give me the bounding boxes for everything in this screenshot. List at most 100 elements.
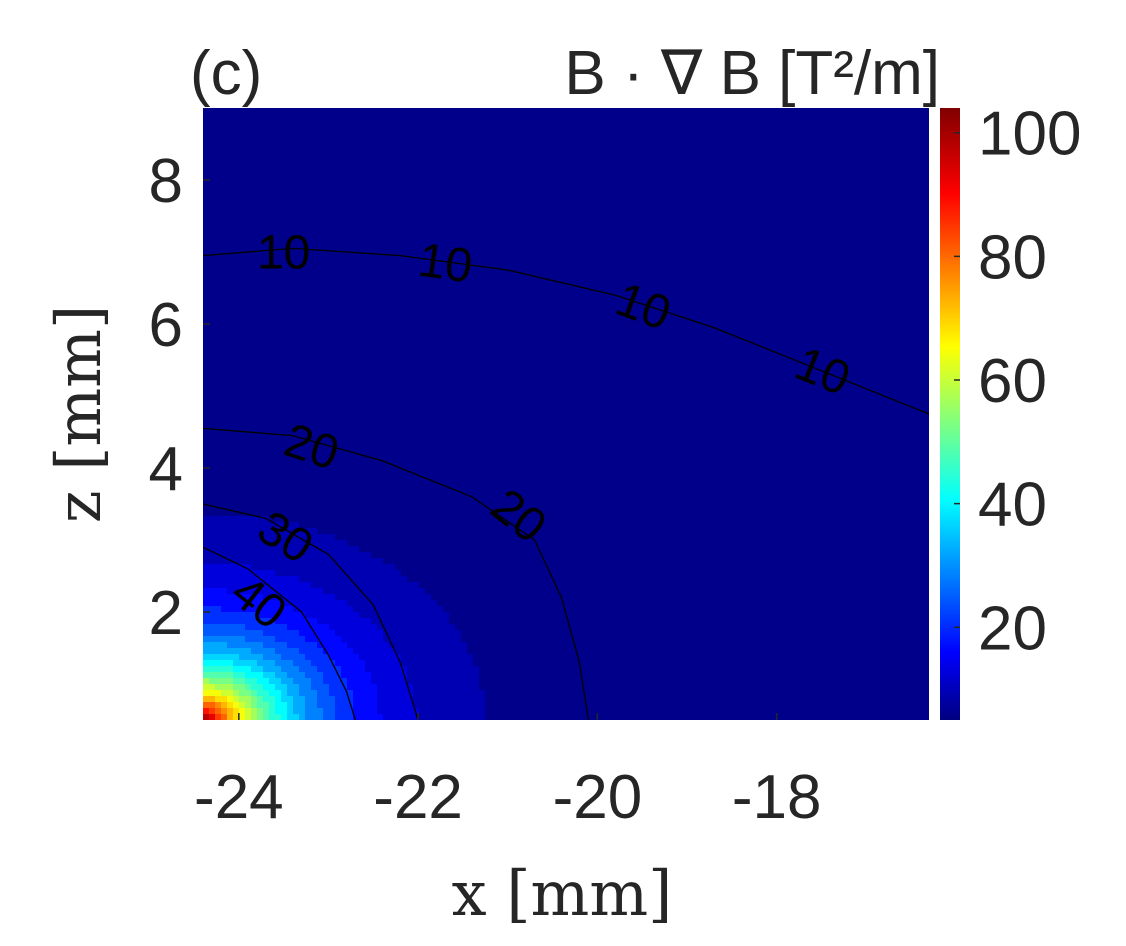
contour-fill-cell [203,342,210,349]
contour-fill-cell [347,414,354,421]
contour-fill-cell [335,348,342,355]
contour-fill-cell [329,360,336,367]
contour-fill-cell [437,318,444,325]
contour-fill-cell [473,306,480,313]
contour-fill-cell [479,342,486,349]
contour-fill-cell [449,144,456,151]
contour-fill-cell [377,174,384,181]
contour-fill-cell [311,684,318,691]
contour-fill-cell [371,498,378,505]
contour-fill-cell [389,564,396,571]
contour-fill-cell [431,414,438,421]
contour-fill-cell [419,108,426,115]
contour-fill-cell [233,462,240,469]
contour-fill-cell [431,108,438,115]
contour-fill-cell [275,132,282,139]
contour-fill-cell [233,714,240,720]
contour-fill-cell [461,618,468,625]
contour-fill-cell [407,192,414,199]
contour-fill-cell [233,474,240,481]
contour-fill-cell [299,606,306,613]
contour-fill-cell [467,708,474,715]
contour-fill-cell [233,336,240,343]
contour-fill-cell [257,648,264,655]
contour-fill-cell [257,198,264,205]
contour-fill-cell [455,540,462,547]
contour-fill-cell [389,180,396,187]
contour-fill-cell [245,258,252,265]
contour-fill-cell [365,162,372,169]
contour-fill-cell [491,528,498,535]
contour-fill-cell [245,168,252,175]
contour-fill-cell [263,324,270,331]
contour-fill-cell [311,414,318,421]
contour-fill-cell [389,342,396,349]
contour-fill-cell [311,282,318,289]
contour-fill-cell [461,714,468,720]
contour-fill-cell [425,468,432,475]
contour-fill-cell [305,426,312,433]
contour-fill-cell [245,312,252,319]
contour-fill-cell [455,438,462,445]
contour-fill-cell [377,414,384,421]
contour-fill-cell [437,168,444,175]
contour-fill-cell [485,432,492,439]
contour-fill-cell [407,384,414,391]
contour-fill-cell [437,408,444,415]
contour-fill-cell [317,504,324,511]
contour-fill-cell [407,468,414,475]
contour-fill-cell [281,138,288,145]
contour-fill-cell [371,336,378,343]
contour-fill-cell [233,618,240,625]
contour-fill-cell [287,384,294,391]
contour-fill-cell [233,192,240,199]
contour-fill-cell [455,672,462,679]
contour-fill-cell [473,654,480,661]
contour-fill-cell [431,300,438,307]
contour-fill-cell [425,582,432,589]
contour-fill-cell [251,228,258,235]
contour-fill-cell [299,612,306,619]
contour-fill-cell [341,228,348,235]
contour-fill-cell [419,252,426,259]
contour-fill-cell [419,480,426,487]
contour-fill-cell [407,336,414,343]
contour-fill-cell [215,252,222,259]
contour-fill-cell [461,294,468,301]
contour-fill-cell [275,450,282,457]
contour-fill-cell [467,570,474,577]
contour-fill-cell [407,300,414,307]
contour-fill-cell [263,246,270,253]
contour-fill-cell [263,690,270,697]
contour-fill-cell [269,336,276,343]
contour-fill-cell [311,450,318,457]
contour-fill-cell [449,324,456,331]
contour-fill-cell [209,234,216,241]
contour-fill-cell [335,684,342,691]
contour-fill-cell [371,198,378,205]
contour-fill-cell [323,432,330,439]
contour-fill-cell [419,258,426,265]
contour-fill-cell [461,234,468,241]
contour-fill-cell [329,222,336,229]
contour-fill-cell [233,240,240,247]
contour-fill-cell [479,498,486,505]
contour-fill-cell [359,168,366,175]
contour-fill-cell [485,288,492,295]
contour-fill-cell [467,174,474,181]
contour-fill-cell [323,390,330,397]
contour-fill-cell [347,624,354,631]
contour-fill-cell [299,306,306,313]
contour-fill-cell [461,534,468,541]
contour-fill-cell [359,450,366,457]
contour-fill-cell [437,336,444,343]
contour-fill-cell [389,654,396,661]
contour-fill-cell [371,108,378,115]
contour-fill-cell [215,240,222,247]
contour-fill-cell [473,498,480,505]
contour-fill-cell [203,672,210,679]
contour-fill-cell [353,180,360,187]
contour-fill-cell [293,336,300,343]
contour-fill-cell [293,582,300,589]
contour-fill-cell [233,702,240,709]
